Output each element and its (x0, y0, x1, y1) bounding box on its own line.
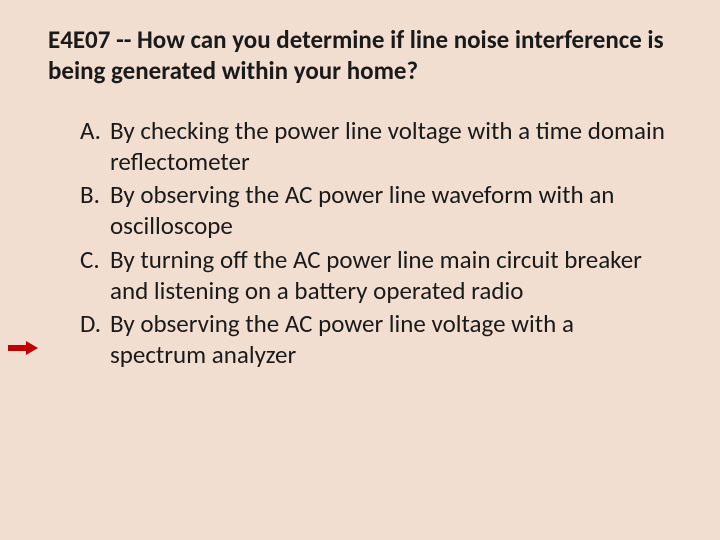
option-d: D. By observing the AC power line voltag… (80, 308, 672, 371)
option-letter: C. (80, 244, 110, 307)
option-c: C. By turning off the AC power line main… (80, 244, 672, 307)
question-text: How can you determine if line noise inte… (48, 24, 664, 86)
option-text: By observing the AC power line voltage w… (110, 308, 672, 371)
option-letter: D. (80, 308, 110, 371)
option-letter: A. (80, 115, 110, 178)
question-code: E4E07 (48, 24, 110, 55)
option-text: By checking the power line voltage with … (110, 115, 672, 178)
option-letter: B. (80, 179, 110, 242)
options-list: A. By checking the power line voltage wi… (48, 115, 672, 371)
arrow-path (8, 341, 38, 355)
option-b: B. By observing the AC power line wavefo… (80, 179, 672, 242)
question-separator: -- (116, 24, 131, 55)
option-text: By turning off the AC power line main ci… (110, 244, 672, 307)
option-a: A. By checking the power line voltage wi… (80, 115, 672, 178)
correct-arrow-icon (8, 341, 38, 355)
question-heading: E4E07 -- How can you determine if line n… (48, 24, 672, 87)
option-text: By observing the AC power line waveform … (110, 179, 672, 242)
